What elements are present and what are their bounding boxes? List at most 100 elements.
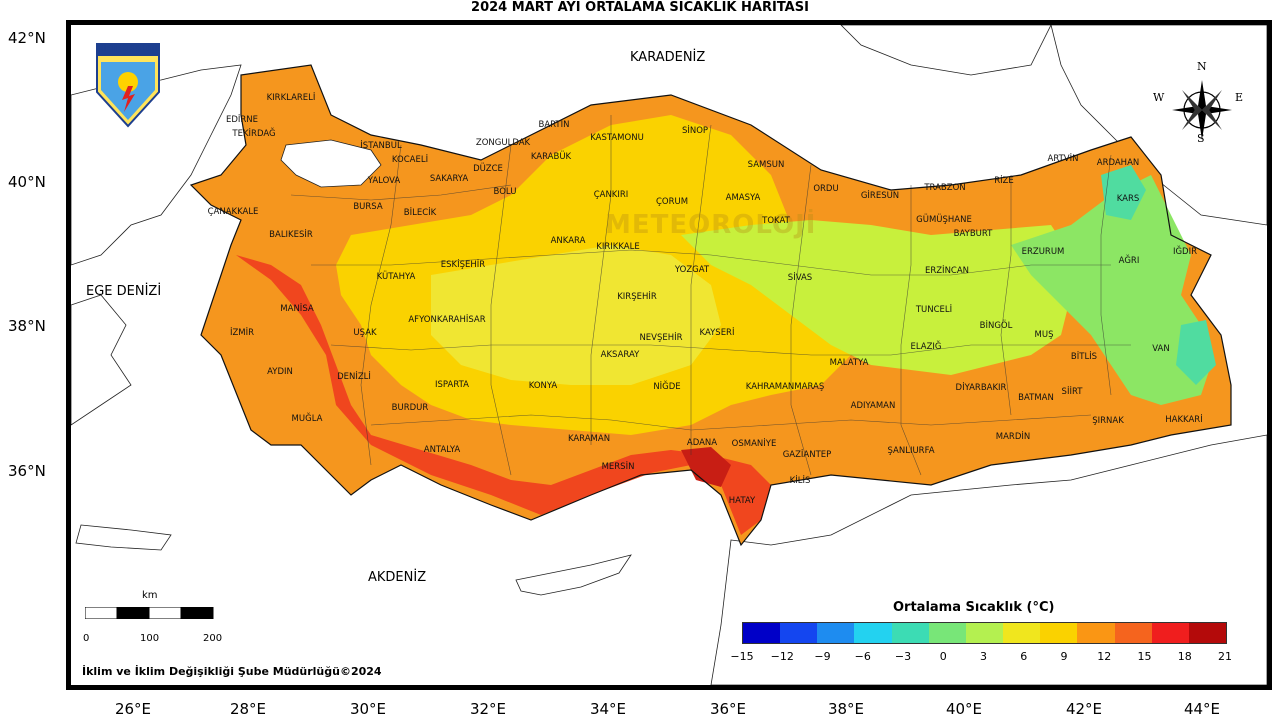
sea-label-ege: EGE DENİZİ [86, 284, 162, 299]
province-label: ÇANAKKALE [207, 207, 259, 217]
marmara-sea [280, 139, 382, 188]
meteoroloji-logo [96, 43, 160, 128]
compass-s: S [1197, 132, 1205, 145]
sea-label-karadeniz: KARADENİZ [630, 50, 706, 65]
province-label: GAZİANTEP [782, 450, 832, 460]
lon-label: 30°E [349, 700, 387, 718]
legend-swatch [965, 623, 1004, 643]
watermark: METEOROLOJİ [605, 210, 817, 240]
crimea-land [840, 25, 1052, 76]
province-label: DENİZLİ [337, 372, 371, 382]
legend-swatch [1151, 623, 1189, 643]
province-label: KIRIKKALE [596, 242, 640, 252]
province-label: SAKARYA [429, 174, 469, 184]
lon-label: 36°E [709, 700, 747, 718]
province-label: BURDUR [391, 403, 429, 413]
province-label: NİĞDE [653, 382, 681, 392]
province-label: HATAY [728, 496, 756, 506]
lon-label: 42°E [1065, 700, 1103, 718]
turkey-landmass [191, 65, 1231, 545]
province-label: ANKARA [550, 236, 586, 246]
temperature-map [71, 25, 1267, 685]
legend-tick-label: −9 [814, 650, 831, 663]
province-label: ŞANLIURFA [887, 446, 935, 456]
province-label: GİRESUN [860, 191, 900, 201]
province-label: KAYSERİ [699, 328, 735, 338]
province-label: AKSARAY [600, 350, 640, 360]
province-label: ÇANKIRI [593, 190, 629, 200]
legend-tick-label: −12 [770, 650, 794, 663]
province-label: GÜMÜŞHANE [916, 215, 972, 225]
greece-coast [71, 294, 132, 426]
province-label: RİZE [994, 176, 1014, 186]
lon-label: 28°E [229, 700, 267, 718]
province-label: MANİSA [280, 304, 314, 314]
compass-w: W [1153, 91, 1165, 104]
sea-label-akdeniz: AKDENİZ [368, 570, 427, 585]
province-label: IĞDIR [1172, 247, 1198, 257]
credit-text: İklim ve İklim Değişikliği Şube Müdürlüğ… [82, 665, 382, 678]
logo-label: METEOROLOJİ [97, 44, 159, 53]
province-label: KONYA [528, 381, 558, 391]
province-label: KASTAMONU [590, 133, 644, 143]
province-label: KİLİS [789, 476, 811, 486]
province-label: YOZGAT [674, 265, 710, 275]
province-label: BURSA [353, 202, 383, 212]
lon-label: 40°E [945, 700, 983, 718]
legend-swatch [928, 623, 966, 643]
province-label: ADIYAMAN [850, 401, 896, 411]
lat-label: 36°N [8, 462, 46, 480]
lon-label: 34°E [589, 700, 627, 718]
province-label: MARDİN [995, 432, 1031, 442]
province-label: SİNOP [681, 126, 709, 136]
province-label: MUŞ [1034, 330, 1054, 340]
province-label: ERZURUM [1021, 247, 1065, 257]
lon-label: 44°E [1183, 700, 1221, 718]
scale-bar [85, 607, 214, 619]
province-label: NEVŞEHİR [639, 333, 683, 343]
province-label: ISPARTA [435, 380, 469, 390]
province-label: ÇORUM [655, 197, 689, 207]
province-label: ARTVİN [1047, 154, 1079, 164]
province-label: AMASYA [725, 193, 761, 203]
legend-tick-label: 9 [1060, 650, 1068, 663]
province-borders [290, 115, 1131, 476]
legend-tick-label: 15 [1137, 650, 1152, 663]
province-label: VAN [1152, 344, 1170, 354]
province-label: BATMAN [1018, 393, 1054, 403]
province-label: ŞIRNAK [1092, 416, 1124, 426]
province-label: KIRŞEHİR [617, 292, 657, 302]
scale-label: 200 [203, 633, 223, 644]
legend-tick-label: 0 [939, 650, 947, 663]
scale-label: 0 [83, 633, 90, 644]
crete-island [75, 524, 172, 551]
compass-rose-icon [1160, 72, 1244, 148]
lon-label: 32°E [469, 700, 507, 718]
province-label: ESKİŞEHİR [440, 260, 486, 270]
province-label: ANTALYA [423, 445, 461, 455]
legend-tick-label: 12 [1097, 650, 1112, 663]
province-label: YALOVA [367, 176, 401, 186]
province-label: İSTANBUL [360, 141, 402, 151]
map-frame [66, 20, 1272, 690]
legend-swatch [891, 623, 929, 643]
province-label: MALATYA [829, 358, 869, 368]
compass-e: E [1235, 91, 1244, 104]
province-label: TOKAT [762, 216, 790, 226]
province-label: KARABÜK [530, 152, 572, 162]
legend-tick-label: 21 [1218, 650, 1232, 663]
province-label: DÜZCE [473, 164, 503, 174]
province-label: KARS [1116, 194, 1140, 204]
province-label: TRABZON [924, 183, 966, 193]
scale-label: 100 [140, 633, 160, 644]
legend-swatch [817, 623, 855, 643]
province-label: ORDU [813, 184, 839, 194]
province-label: ADANA [686, 438, 718, 448]
legend-swatch [1003, 623, 1041, 643]
lon-label: 26°E [114, 700, 152, 718]
lat-label: 40°N [8, 173, 46, 191]
province-label: KOCAELİ [391, 155, 429, 165]
province-label: KIRKLARELİ [266, 93, 316, 103]
province-label: AYDIN [267, 367, 293, 377]
province-label: BOLU [493, 187, 517, 197]
